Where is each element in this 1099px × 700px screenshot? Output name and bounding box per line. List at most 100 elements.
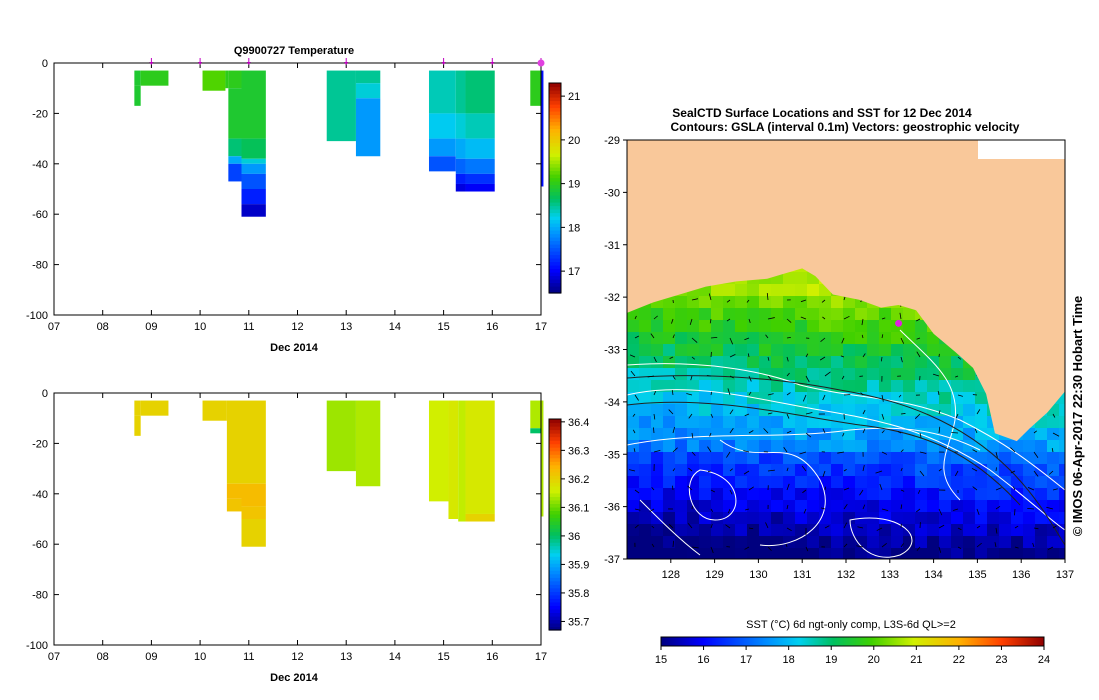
map-x-tick-label: 130: [749, 569, 767, 581]
sst-cell: [735, 380, 748, 393]
colorbar-segment: [549, 247, 561, 252]
temperature-x-axis-label: Dec 2014: [270, 342, 319, 354]
sst-cell: [759, 296, 772, 309]
velocity-vector: [957, 527, 962, 531]
profile-cell: [465, 400, 495, 514]
velocity-vector: [727, 388, 731, 396]
sst-colorbar-tick-label: 23: [995, 654, 1007, 666]
colorbar-segment: [549, 272, 561, 277]
sst-cell: [699, 452, 712, 465]
sst-cell: [1047, 440, 1060, 453]
velocity-vector: [805, 546, 809, 552]
sst-cell: [951, 464, 964, 477]
sst-cell: [747, 356, 760, 369]
sst-cell: [735, 512, 748, 525]
velocity-vector: [800, 316, 807, 320]
colorbar-segment: [549, 499, 561, 504]
sst-map: SealCTD Surface Locations and SST for 12…: [604, 106, 1085, 666]
sst-cell: [795, 320, 808, 333]
colorbar-segment: [549, 615, 561, 621]
velocity-vector: [972, 486, 978, 491]
velocity-vector: [746, 299, 750, 303]
velocity-vector: [668, 523, 674, 529]
x-tick-label: 08: [97, 651, 109, 663]
colorbar-segment: [549, 580, 561, 585]
velocity-vector: [898, 394, 902, 398]
sst-cell: [867, 344, 880, 357]
y-tick-label: -100: [26, 640, 48, 652]
colorbar-segment: [549, 240, 561, 245]
velocity-vector: [729, 468, 733, 472]
velocity-vector: [875, 470, 883, 474]
colorbar-segment: [549, 513, 561, 519]
sst-cell: [723, 296, 736, 309]
velocity-vector: [976, 542, 982, 548]
sst-cell: [771, 524, 784, 537]
sst-cell: [975, 536, 988, 549]
velocity-vector: [653, 315, 658, 320]
map-x-tick-label: 128: [662, 569, 680, 581]
sst-cell: [687, 416, 700, 429]
profile-cell: [355, 98, 381, 157]
sst-cell: [783, 416, 796, 429]
sst-cell: [1023, 548, 1036, 559]
profile-marker-current: [537, 59, 545, 67]
velocity-vector: [805, 412, 813, 415]
sst-cell: [1047, 548, 1060, 559]
colorbar-segment: [549, 482, 561, 487]
colorbar-frame: [548, 82, 562, 294]
sst-cell: [1059, 428, 1065, 441]
sst-cell: [927, 452, 940, 465]
sst-cell: [987, 488, 1000, 501]
sst-cell: [831, 320, 844, 333]
sst-cell: [723, 308, 736, 321]
velocity-vector: [1014, 508, 1016, 516]
sst-cell: [651, 440, 664, 453]
sst-cell: [783, 548, 796, 559]
sst-cell: [891, 344, 904, 357]
sst-cell: [855, 308, 868, 321]
sst-cell: [975, 404, 988, 417]
profile-cell: [226, 498, 242, 512]
sst-cell: [903, 404, 916, 417]
velocity-vector: [938, 524, 945, 529]
y-tick-label: 0: [42, 388, 48, 400]
sst-cell: [987, 464, 1000, 477]
sst-cell: [879, 332, 892, 345]
colorbar-segment: [549, 622, 561, 628]
sst-cell: [939, 536, 952, 549]
sst-cell: [867, 440, 880, 453]
sst-cell: [927, 464, 940, 477]
sst-cell: [831, 548, 844, 559]
velocity-vector: [1032, 542, 1035, 548]
velocity-vector: [647, 375, 655, 378]
sst-cell: [963, 464, 976, 477]
profile-cell: [455, 138, 466, 159]
sst-cell: [663, 476, 676, 489]
velocity-vector: [843, 503, 848, 510]
velocity-vector: [880, 356, 883, 362]
sst-cell: [687, 332, 700, 345]
sst-cell: [675, 368, 688, 381]
sst-cell: [639, 500, 652, 513]
sst-cell: [867, 488, 880, 501]
velocity-vector: [857, 526, 864, 529]
sst-cell: [903, 488, 916, 501]
sst-cell: [1011, 476, 1024, 489]
sst-cell: [783, 356, 796, 369]
sst-cell: [663, 392, 676, 405]
profile-cell: [530, 70, 541, 106]
sst-cell: [639, 428, 652, 441]
velocity-vector: [691, 337, 698, 343]
sst-cell: [771, 428, 784, 441]
profile-cell: [202, 70, 226, 91]
sst-cell: [651, 332, 664, 345]
sst-cell: [1059, 500, 1065, 513]
sst-cell: [639, 380, 652, 393]
velocity-vector: [900, 504, 903, 510]
sst-cell: [987, 524, 1000, 537]
sst-cell: [807, 404, 820, 417]
velocity-vector: [1010, 470, 1016, 474]
colorbar-segment: [549, 142, 561, 147]
profile-cell: [465, 113, 495, 139]
